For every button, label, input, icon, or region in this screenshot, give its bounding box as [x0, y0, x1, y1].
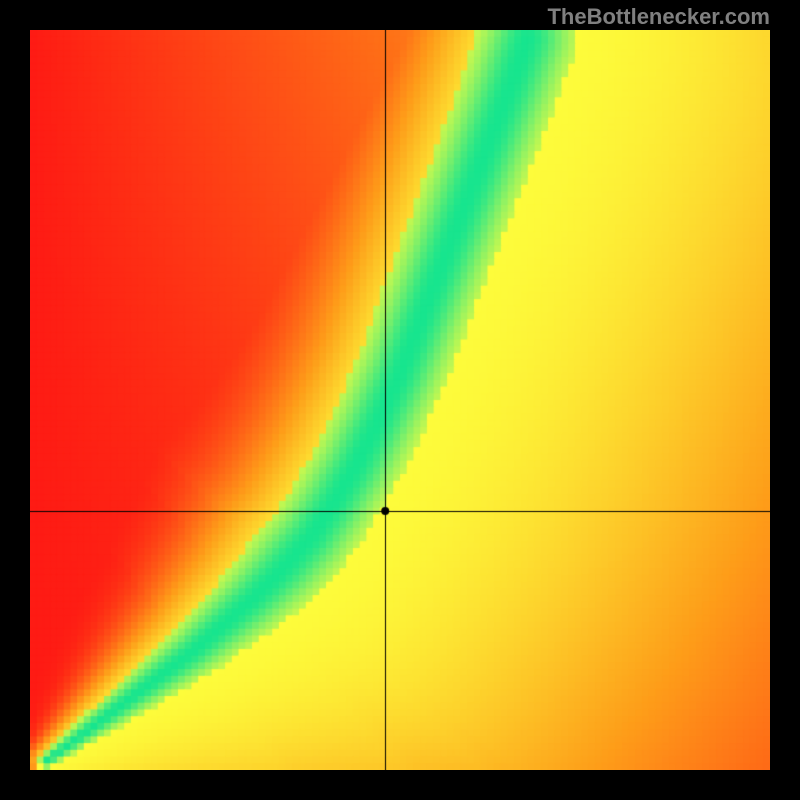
watermark-text: TheBottlenecker.com [547, 4, 770, 30]
chart-container: TheBottlenecker.com [0, 0, 800, 800]
heatmap-plot [30, 30, 770, 770]
